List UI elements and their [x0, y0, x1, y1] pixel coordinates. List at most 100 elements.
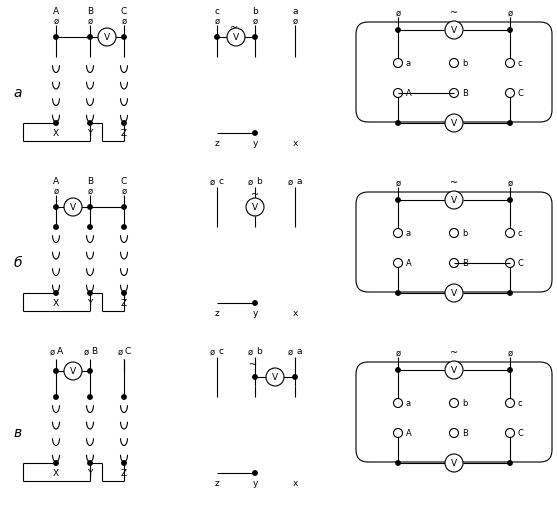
Circle shape [54, 225, 58, 229]
Text: ø: ø [507, 349, 512, 358]
Circle shape [445, 454, 463, 472]
Circle shape [253, 375, 257, 379]
Text: C: C [125, 347, 131, 357]
Text: c: c [218, 347, 223, 357]
Circle shape [122, 205, 126, 209]
Text: ø: ø [118, 347, 123, 357]
Circle shape [508, 121, 512, 125]
Text: c: c [518, 228, 522, 238]
Text: ~: ~ [450, 178, 458, 188]
Text: a: a [14, 86, 22, 100]
Text: B: B [462, 259, 468, 267]
Circle shape [253, 471, 257, 475]
Text: x: x [292, 309, 297, 317]
Circle shape [54, 395, 58, 399]
Text: c: c [218, 177, 223, 187]
Text: A: A [406, 259, 412, 267]
Text: V: V [104, 33, 110, 42]
Text: y: y [252, 309, 258, 317]
Circle shape [253, 35, 257, 39]
Circle shape [215, 35, 219, 39]
Circle shape [54, 461, 58, 465]
Text: b: b [256, 177, 262, 187]
Text: C: C [518, 88, 524, 98]
Text: б: б [14, 256, 22, 270]
Circle shape [246, 198, 264, 216]
Circle shape [293, 375, 297, 379]
Circle shape [88, 291, 92, 295]
Text: Y: Y [87, 128, 92, 137]
Text: y: y [252, 478, 258, 487]
Text: a: a [406, 228, 411, 238]
Text: ø: ø [395, 9, 400, 17]
Circle shape [253, 131, 257, 135]
Text: V: V [451, 196, 457, 205]
Text: ø: ø [53, 16, 58, 26]
Text: a: a [406, 58, 411, 67]
Text: B: B [87, 177, 93, 187]
Circle shape [396, 28, 400, 32]
Text: V: V [451, 26, 457, 35]
Text: ~: ~ [251, 190, 259, 200]
Text: в: в [14, 426, 22, 440]
Text: z: z [214, 478, 219, 487]
Text: ø: ø [247, 347, 252, 357]
Text: b: b [256, 347, 262, 357]
Text: ø: ø [252, 16, 257, 26]
Circle shape [122, 291, 126, 295]
Circle shape [227, 28, 245, 46]
Text: V: V [70, 367, 76, 376]
Text: ø: ø [214, 16, 219, 26]
Text: ~: ~ [450, 348, 458, 358]
Text: a: a [292, 8, 298, 16]
Text: z: z [214, 309, 219, 317]
Text: X: X [53, 298, 59, 308]
Circle shape [508, 368, 512, 372]
Text: ø: ø [287, 177, 292, 187]
Text: a: a [296, 347, 302, 357]
Text: ø: ø [87, 16, 92, 26]
Text: x: x [292, 478, 297, 487]
Text: Z: Z [121, 469, 127, 477]
Circle shape [122, 395, 126, 399]
Text: Y: Y [87, 298, 92, 308]
Text: ø: ø [87, 187, 92, 196]
Text: B: B [87, 8, 93, 16]
Text: A: A [406, 429, 412, 437]
Text: V: V [272, 373, 278, 382]
Text: C: C [518, 429, 524, 437]
Text: a: a [296, 177, 302, 187]
Text: ø: ø [121, 16, 126, 26]
Text: ø: ø [292, 16, 297, 26]
Circle shape [508, 28, 512, 32]
Circle shape [54, 35, 58, 39]
Circle shape [88, 395, 92, 399]
Circle shape [396, 368, 400, 372]
Text: ~: ~ [450, 8, 458, 18]
Text: V: V [252, 203, 258, 212]
Text: z: z [214, 138, 219, 148]
Text: C: C [518, 259, 524, 267]
Text: V: V [451, 366, 457, 375]
Text: ø: ø [247, 177, 252, 187]
Text: A: A [53, 177, 59, 187]
Text: c: c [214, 8, 219, 16]
Text: ø: ø [209, 347, 214, 357]
Circle shape [54, 121, 58, 125]
Text: V: V [451, 119, 457, 128]
Circle shape [54, 369, 58, 373]
Text: ø: ø [50, 347, 55, 357]
Circle shape [445, 21, 463, 39]
Text: A: A [406, 88, 412, 98]
Text: a: a [406, 399, 411, 407]
Text: ø: ø [395, 178, 400, 188]
Circle shape [508, 291, 512, 295]
Text: Y: Y [87, 469, 92, 477]
Text: x: x [292, 138, 297, 148]
Text: ø: ø [287, 347, 292, 357]
Circle shape [64, 362, 82, 380]
Text: b: b [462, 228, 467, 238]
Text: ~: ~ [249, 360, 257, 370]
Text: B: B [462, 88, 468, 98]
Text: b: b [462, 58, 467, 67]
